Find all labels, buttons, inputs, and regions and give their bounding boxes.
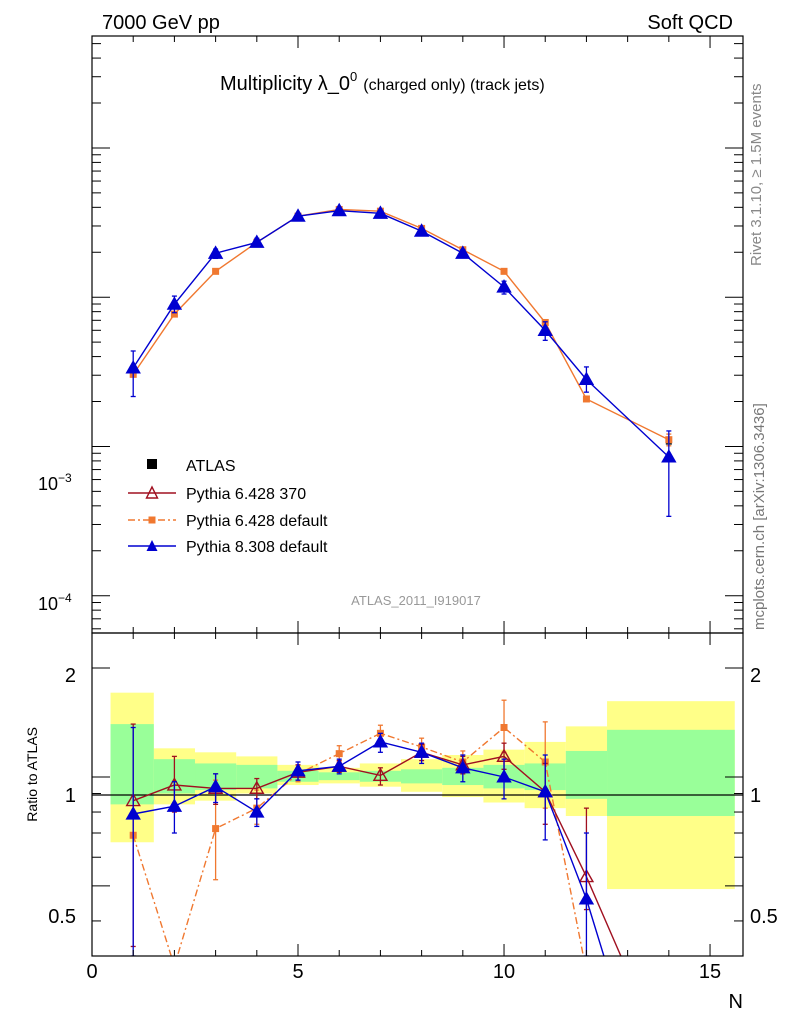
x-tick-label-5: 5 xyxy=(292,961,303,983)
main-point-p8-default xyxy=(331,202,347,217)
axis-ticks xyxy=(91,36,743,956)
main-point-p8-default xyxy=(661,449,677,463)
ratio-y-axis-label: Ratio to ATLAS xyxy=(24,727,40,822)
ratio-point-p8-default xyxy=(578,891,595,905)
ratio-point-p8-default xyxy=(372,733,389,748)
main-point-p8-default xyxy=(455,245,471,259)
ratio-y-tick-label-right-1: 1 xyxy=(750,785,761,807)
plot-title-main: Multiplicity λ_0 xyxy=(220,73,350,95)
ratio-stat-band xyxy=(607,729,735,817)
ratio-point-p8-default xyxy=(455,759,471,774)
legend: ATLAS Pythia 6.428 370 Pythia 6.428 defa… xyxy=(128,458,328,556)
ratio-stat-band xyxy=(110,724,154,805)
ratio-y-tick-label-right-0.5: 0.5 xyxy=(750,906,778,928)
ratio-line-p6-default xyxy=(132,726,585,956)
ratio-point-p6-370 xyxy=(372,767,389,781)
plot-title-sup: 0 xyxy=(350,69,357,84)
ratio-panel-frame xyxy=(91,632,744,957)
ratio-point-p8-default xyxy=(496,769,512,783)
legend-label-p8-default: Pythia 8.308 default xyxy=(186,539,328,556)
main-point-p6-default xyxy=(582,395,590,403)
main-point-p8-default xyxy=(537,322,553,336)
x-tick-label-15: 15 xyxy=(699,961,721,983)
ratio-y-tick-label-1: 1 xyxy=(65,785,76,807)
legend-marker-p6-370 xyxy=(145,485,159,499)
x-axis-label: N xyxy=(729,991,743,1013)
ratio-point-p6-default xyxy=(335,750,343,758)
main-y-tick-label-1e-4: 10−4 xyxy=(38,591,72,614)
ratio-uncertainty-bands xyxy=(110,692,735,890)
main-point-p8-default xyxy=(496,279,512,293)
analysis-id-watermark: ATLAS_2011_I919017 xyxy=(351,593,481,608)
main-y-tick-label-1e-3: 10−3 xyxy=(38,471,72,494)
ratio-point-p8-default xyxy=(125,806,141,820)
ratio-stat-band xyxy=(401,769,443,784)
main-point-p8-default xyxy=(249,234,265,248)
main-point-p8-default xyxy=(125,359,141,374)
legend-marker-p8-default xyxy=(146,540,158,551)
ratio-point-p6-default xyxy=(500,724,508,732)
main-line-p6-default xyxy=(132,208,670,441)
plot-title: Multiplicity λ_00 (charged only) (track j… xyxy=(220,69,545,95)
ratio-point-p8-default xyxy=(290,762,306,777)
main-point-p8-default xyxy=(578,371,595,386)
main-point-p8-default xyxy=(290,208,306,222)
ratio-y-tick-label-0.5: 0.5 xyxy=(48,906,76,928)
main-point-p6-default xyxy=(212,267,220,275)
ratio-point-p6-370 xyxy=(249,780,265,794)
main-point-p8-default xyxy=(372,205,389,219)
ratio-y-tick-label-2: 2 xyxy=(65,665,76,687)
legend-label-p6-370: Pythia 6.428 370 xyxy=(186,486,306,503)
plot-title-small: (charged only) (track jets) xyxy=(363,77,544,94)
mcplots-label: mcplots.cern.ch [arXiv:1306.3436] xyxy=(751,403,768,630)
ratio-point-p8-default xyxy=(207,778,224,793)
x-tick-label-0: 0 xyxy=(86,961,97,983)
main-point-p6-default xyxy=(170,310,178,318)
legend-label-p6-default: Pythia 6.428 default xyxy=(186,513,328,530)
main-point-p8-default xyxy=(166,296,183,310)
main-panel-series xyxy=(125,202,677,518)
main-point-p8-default xyxy=(413,223,430,237)
ratio-stat-band xyxy=(318,772,360,781)
header-energy-label: 7000 GeV pp xyxy=(102,12,220,34)
ratio-point-p6-default xyxy=(212,825,220,833)
x-tick-label-10: 10 xyxy=(493,961,515,983)
ratio-point-p8-default xyxy=(166,798,183,812)
legend-marker-p6-default xyxy=(148,516,156,524)
ratio-point-p8-default xyxy=(331,758,347,772)
main-point-p6-default xyxy=(500,267,508,275)
legend-marker-atlas xyxy=(147,459,157,469)
main-point-p8-default xyxy=(207,245,224,259)
ratio-stat-band xyxy=(236,764,278,789)
rivet-version-label: Rivet 3.1.10, ≥ 1.5M events xyxy=(748,84,765,267)
header-category-label: Soft QCD xyxy=(647,12,733,34)
ratio-point-p8-default xyxy=(413,744,430,758)
ratio-point-p8-default xyxy=(537,783,553,798)
legend-label-atlas: ATLAS xyxy=(186,458,236,475)
ratio-point-p8-default xyxy=(249,804,265,818)
ratio-y-tick-label-right-2: 2 xyxy=(750,665,761,687)
ratio-stat-band xyxy=(565,750,608,799)
ratio-panel-series xyxy=(125,699,622,956)
main-line-p8-default xyxy=(132,209,670,458)
